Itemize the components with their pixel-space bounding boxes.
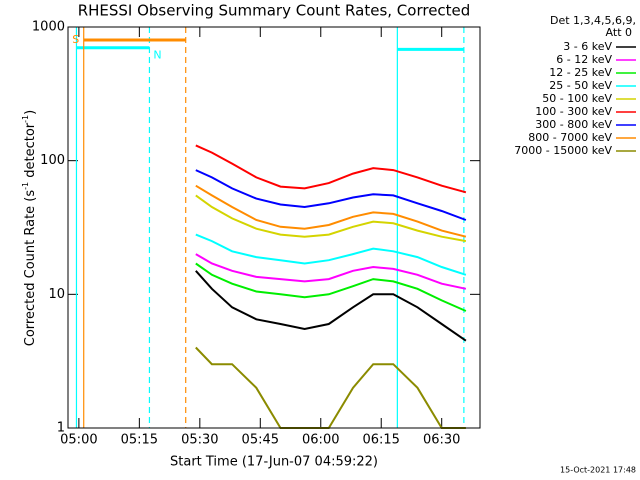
- y-tick-label: 100: [40, 153, 65, 168]
- y-label-sup: -1: [21, 182, 30, 190]
- legend-label: 3 - 6 keV: [563, 40, 612, 53]
- legend-header: Det 1,3,4,5,6,9,: [550, 14, 636, 27]
- legend-label: 12 - 25 keV: [549, 66, 612, 79]
- y-label-part: Corrected Count Rate (s: [23, 190, 38, 347]
- y-label-part: ): [23, 110, 38, 115]
- legend-label: 800 - 7000 keV: [528, 131, 612, 144]
- x-tick-label: 05:45: [242, 433, 279, 448]
- series-line: [195, 262, 467, 312]
- series-line: [195, 194, 467, 243]
- legend-label: 7000 - 15000 keV: [514, 144, 612, 157]
- plot-frame: [67, 26, 481, 429]
- series-line: [195, 270, 467, 342]
- x-axis-label: Start Time (17-Jun-07 04:59:22): [170, 455, 378, 470]
- series-line: [195, 253, 467, 290]
- y-tick-label: 1000: [32, 20, 65, 35]
- y-tick-label: 10: [48, 287, 65, 302]
- chart-title: RHESSI Observing Summary Count Rates, Co…: [78, 2, 471, 20]
- y-label-part: detector: [23, 122, 38, 182]
- series-line: [195, 144, 467, 194]
- series-line: [195, 184, 467, 238]
- footer-date: 15-Oct-2021 17:48: [560, 466, 636, 475]
- x-tick-label: 06:30: [423, 433, 460, 448]
- legend-label: 6 - 12 keV: [556, 53, 612, 66]
- legend-label: 100 - 300 keV: [535, 105, 612, 118]
- legend-label: 300 - 800 keV: [535, 118, 612, 131]
- series-line: [195, 169, 467, 221]
- series-line: [195, 233, 467, 276]
- x-tick-label: 06:15: [362, 433, 399, 448]
- x-tick-label: 05:15: [121, 433, 158, 448]
- x-tick-label: 05:30: [181, 433, 218, 448]
- legend-label: 25 - 50 keV: [549, 79, 612, 92]
- flag-label: S: [72, 33, 79, 46]
- series-line: [195, 346, 466, 429]
- x-tick-label: 06:00: [302, 433, 339, 448]
- y-tick-label: 1: [57, 421, 65, 436]
- flag-label: N: [153, 49, 161, 62]
- y-axis-label: Corrected Count Rate (s-1 detector-1): [21, 110, 38, 346]
- legend-label: 50 - 100 keV: [542, 92, 612, 105]
- x-tick-label: 05:00: [60, 433, 97, 448]
- legend-header: Att 0: [606, 26, 632, 39]
- y-label-sup: -1: [21, 115, 30, 123]
